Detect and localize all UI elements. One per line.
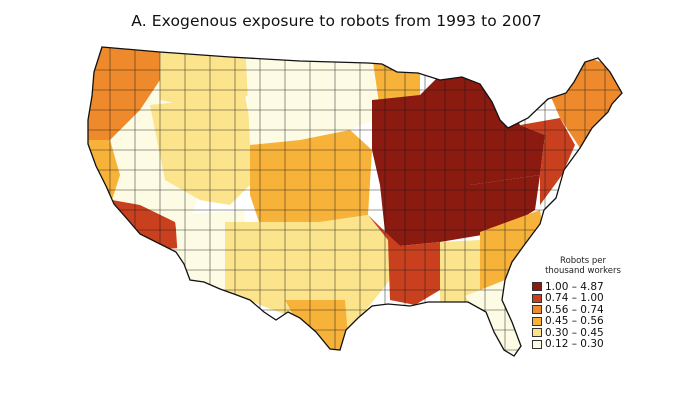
legend-title: Robots per thousand workers: [528, 256, 638, 276]
region-pacific-northwest: [88, 47, 165, 150]
region-great-plains: [245, 47, 385, 145]
region-southern-california: [112, 200, 180, 250]
region-southeast: [480, 210, 545, 305]
region-colorado-kansas: [250, 130, 372, 225]
legend-swatch: [532, 305, 542, 315]
legend-items: 1.00 – 4.87 0.74 – 1.00 0.56 – 0.74 0.45…: [532, 281, 662, 350]
region-gulf-coast: [440, 240, 480, 305]
legend-swatch: [532, 282, 542, 292]
legend-item: 0.74 – 1.00: [532, 292, 662, 305]
legend-item: 0.45 – 0.56: [532, 315, 662, 328]
legend-swatch: [532, 293, 542, 303]
legend-swatch: [532, 316, 542, 326]
map-title: A. Exogenous exposure to robots from 199…: [131, 12, 542, 30]
legend-item: 0.12 – 0.30: [532, 338, 662, 351]
region-texas-oklahoma: [225, 215, 390, 340]
legend-item: 0.30 – 0.45: [532, 327, 662, 339]
region-south-central: [368, 215, 440, 305]
legend-label: 0.56 – 0.74: [545, 303, 604, 316]
legend-label: 0.45 – 0.56: [545, 315, 604, 328]
legend-title-line2: thousand workers: [545, 266, 621, 276]
region-mid-atlantic: [520, 118, 575, 205]
region-northern-rockies: [160, 47, 250, 110]
legend-item: 1.00 – 4.87: [532, 281, 662, 293]
legend-item: 0.56 – 0.74: [532, 304, 662, 316]
legend-swatch: [532, 339, 542, 349]
legend-swatch: [532, 328, 542, 338]
legend-label: 0.30 – 0.45: [545, 326, 604, 339]
legend-label: 1.00 – 4.87: [545, 280, 604, 293]
legend-label: 0.12 – 0.30: [545, 338, 604, 351]
legend-label: 0.74 – 1.00: [545, 292, 604, 305]
legend-title-line1: Robots per: [560, 256, 606, 266]
legend: Robots per thousand workers 1.00 – 4.87 …: [532, 256, 662, 350]
